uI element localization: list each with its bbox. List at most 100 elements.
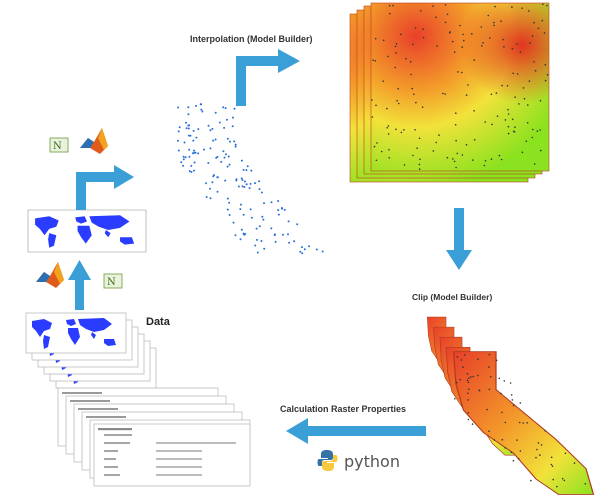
station-point xyxy=(507,108,509,111)
station-point xyxy=(241,185,244,188)
station-point xyxy=(232,221,235,224)
station-point xyxy=(507,132,510,135)
station-point xyxy=(246,165,249,168)
processed-world-map xyxy=(27,209,147,253)
station-point xyxy=(464,354,466,356)
station-point xyxy=(226,165,229,168)
station-point xyxy=(224,179,227,182)
station-point xyxy=(510,451,513,454)
station-point xyxy=(490,158,493,160)
station-point xyxy=(489,37,491,39)
clipped-raster-stack xyxy=(427,316,595,496)
station-point xyxy=(189,134,192,137)
station-point xyxy=(484,121,487,123)
station-point xyxy=(561,477,564,480)
station-point xyxy=(389,12,391,15)
station-point xyxy=(526,422,528,424)
station-point xyxy=(455,139,457,142)
station-point xyxy=(539,129,541,131)
station-point xyxy=(250,169,253,172)
station-point xyxy=(375,104,377,107)
station-point xyxy=(514,126,516,128)
station-point xyxy=(512,404,515,407)
station-point xyxy=(229,140,231,143)
station-point xyxy=(224,107,227,110)
station-point xyxy=(178,126,181,129)
station-point xyxy=(488,430,490,433)
station-point xyxy=(188,148,191,151)
station-point xyxy=(277,213,280,216)
station-point xyxy=(240,159,243,162)
station-point xyxy=(511,6,513,8)
matlab-icon xyxy=(80,128,108,154)
station-point xyxy=(519,51,522,53)
station-point xyxy=(270,201,273,204)
station-point xyxy=(532,128,534,131)
station-point xyxy=(193,161,196,164)
station-point xyxy=(564,452,567,455)
station-point xyxy=(452,158,454,160)
station-point xyxy=(519,402,522,404)
station-point xyxy=(503,46,505,48)
station-point xyxy=(263,202,265,205)
station-point xyxy=(457,71,459,73)
station-point xyxy=(563,479,566,482)
svg-text:N: N xyxy=(53,141,62,152)
station-point xyxy=(512,459,515,462)
station-point xyxy=(240,177,243,180)
station-point xyxy=(477,358,479,361)
station-point xyxy=(483,164,486,167)
station-point xyxy=(495,359,498,362)
station-point xyxy=(258,225,261,228)
matlab-icon xyxy=(36,262,64,288)
station-point xyxy=(446,13,449,16)
station-point xyxy=(473,110,475,112)
station-point xyxy=(495,92,498,94)
station-point xyxy=(223,126,226,129)
station-point xyxy=(453,160,456,163)
station-point xyxy=(500,20,502,23)
station-point xyxy=(500,158,503,161)
station-point xyxy=(420,10,422,12)
station-point xyxy=(243,186,246,188)
station-point xyxy=(226,118,228,121)
station-point xyxy=(461,154,464,156)
station-point xyxy=(209,197,212,200)
station-point xyxy=(296,223,299,226)
station-point xyxy=(465,143,468,146)
station-point xyxy=(478,389,481,392)
station-point xyxy=(258,188,261,191)
station-point xyxy=(442,92,444,95)
python-logo-icon xyxy=(317,450,338,471)
station-point xyxy=(245,169,248,172)
station-point xyxy=(459,378,462,381)
station-point xyxy=(471,423,474,425)
station-point xyxy=(471,33,473,35)
station-point xyxy=(209,187,211,190)
station-point xyxy=(533,61,535,63)
station-point xyxy=(177,149,180,152)
flow-arrow-icon xyxy=(76,165,134,210)
station-point xyxy=(526,122,529,124)
station-point xyxy=(506,85,509,87)
flow-arrow-icon xyxy=(446,208,472,270)
station-point xyxy=(511,47,514,50)
station-point xyxy=(502,38,505,41)
station-point xyxy=(192,129,195,132)
station-point xyxy=(418,137,421,140)
station-point xyxy=(376,142,378,144)
station-point xyxy=(201,110,204,113)
station-point xyxy=(262,218,265,221)
station-point xyxy=(207,162,210,164)
station-point xyxy=(188,170,191,173)
station-point xyxy=(197,152,200,155)
station-point xyxy=(234,234,237,237)
station-point xyxy=(388,149,390,151)
data-label: Data xyxy=(146,316,170,328)
station-point xyxy=(507,113,510,115)
station-point xyxy=(494,5,496,8)
station-point xyxy=(412,154,414,157)
station-point xyxy=(540,444,543,446)
station-point xyxy=(472,159,474,161)
station-point xyxy=(214,111,217,114)
